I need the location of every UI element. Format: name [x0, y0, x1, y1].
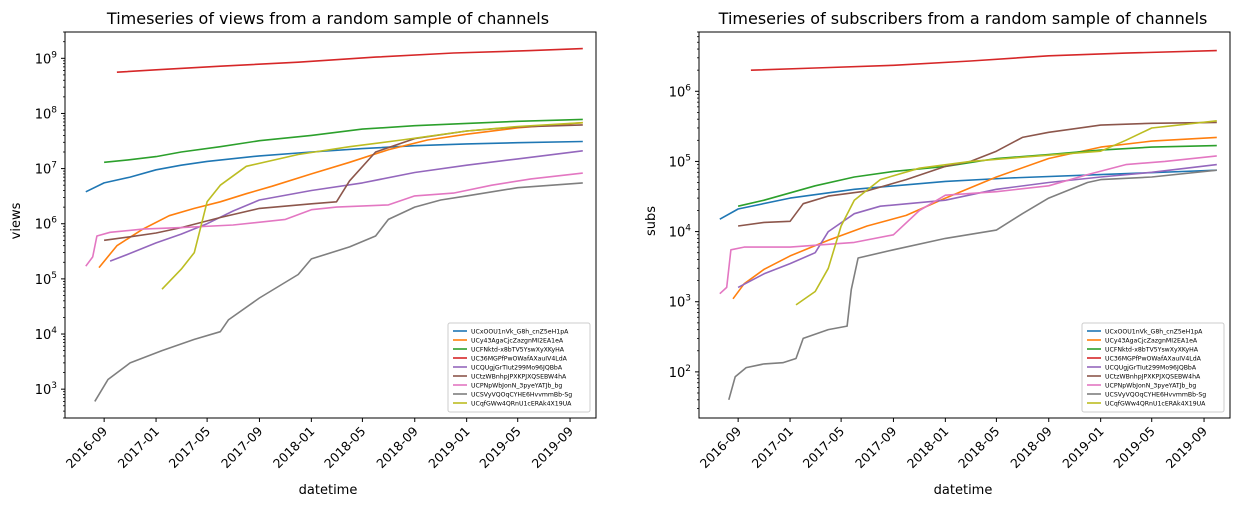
y-tick-base: 10	[35, 107, 52, 122]
y-tick-base: 10	[35, 163, 52, 178]
series-line	[94, 182, 583, 402]
y-tick-exponent: 7	[51, 161, 57, 171]
legend-label: UCqfGWw4QRnU1cERAk4X19UA	[1105, 400, 1206, 407]
y-tick-label: 103	[35, 381, 57, 398]
legend-label: UCPNpWbJonN_3pyeYATJb_bg	[471, 382, 562, 389]
legend: UCxOOU1nVk_G8h_cnZ5eH1pA UCy43AgaCjcZazgn…	[1081, 322, 1225, 413]
legend: UCxOOU1nVk_G8h_cnZ5eH1pA UCy43AgaCjcZazgn…	[447, 322, 591, 413]
series-line	[795, 120, 1217, 306]
legend-label: UCPNpWbJonN_3pyeYATJb_bg	[1105, 382, 1196, 389]
y-tick-exponent: 5	[685, 153, 691, 163]
y-tick-label: 106	[35, 216, 58, 233]
legend-label: UCtzWBnhpJPXKPJXQSEBW4hA	[1105, 373, 1201, 380]
series-line	[737, 163, 1217, 289]
y-tick-base: 10	[669, 85, 686, 100]
legend-label: UCSVyVQOqCYHE6HvvmmBb-Sg	[471, 391, 572, 398]
series-line	[728, 169, 1217, 401]
legend-label: UCxOOU1nVk_G8h_cnZ5eH1pA	[1105, 328, 1203, 335]
y-tick-base: 10	[35, 383, 52, 398]
y-tick-label: 104	[669, 224, 692, 241]
legend-label: UCFNktd-x8bTV5YswXyXKyHA	[1105, 346, 1199, 353]
legend-label: UCQUgjGrTIut299Mo96JQBbA	[1105, 364, 1197, 371]
y-axis-label: views	[9, 202, 24, 239]
legend-label: UCxOOU1nVk_G8h_cnZ5eH1pA	[471, 328, 569, 335]
legend-label: UCFNktd-x8bTV5YswXyXKyHA	[471, 346, 565, 353]
y-tick-label: 105	[669, 153, 691, 170]
series-line	[161, 121, 583, 290]
series-line	[98, 121, 583, 269]
y-tick-label: 104	[35, 326, 58, 343]
y-tick-label: 105	[35, 271, 57, 288]
x-axis-label: datetime	[299, 483, 358, 498]
y-tick-label: 108	[35, 105, 58, 122]
y-tick-exponent: 4	[51, 326, 57, 336]
y-tick-exponent: 6	[685, 83, 691, 93]
series-line	[737, 121, 1217, 227]
y-tick-exponent: 5	[51, 271, 57, 281]
axes-frame	[64, 31, 597, 419]
y-tick-base: 10	[35, 218, 52, 233]
chart-title: Timeseries of views from a random sample…	[106, 9, 549, 28]
y-tick-label: 109	[35, 50, 58, 67]
y-tick-exponent: 4	[685, 224, 691, 234]
y-tick-exponent: 8	[51, 105, 57, 115]
y-tick-base: 10	[35, 52, 52, 67]
legend-label: UCy43AgaCjcZazgnMI2EA1eA	[471, 337, 564, 344]
legend-label: UCSVyVQOqCYHE6HvvmmBb-Sg	[1105, 391, 1206, 398]
y-tick-exponent: 6	[51, 216, 57, 226]
series-line	[104, 118, 583, 164]
plot-area	[719, 49, 1217, 401]
series-line	[109, 150, 583, 262]
x-axis-label: datetime	[934, 483, 993, 498]
legend-box	[1081, 322, 1225, 413]
legend-label: UCy43AgaCjcZazgnMI2EA1eA	[1105, 337, 1198, 344]
legend-label: UC36MGPfPwOWafAXauIV4LdA	[1105, 355, 1202, 362]
y-tick-label: 103	[669, 294, 691, 311]
legend-label: UCQUgjGrTIut299Mo96JQBbA	[471, 364, 563, 371]
legend-label: UC36MGPfPwOWafAXauIV4LdA	[471, 355, 568, 362]
y-tick-base: 10	[669, 366, 686, 381]
legend-label: UCqfGWw4QRnU1cERAk4X19UA	[471, 400, 572, 407]
y-tick-base: 10	[669, 226, 686, 241]
series-line	[719, 155, 1217, 295]
y-tick-exponent: 3	[51, 381, 57, 391]
plot-area	[85, 47, 583, 402]
axes-frame	[698, 31, 1231, 419]
series-line	[85, 140, 583, 193]
legend-label: UCtzWBnhpJPXKPJXQSEBW4hA	[471, 373, 567, 380]
series-line	[732, 136, 1217, 300]
legend-box	[447, 322, 591, 413]
y-tick-label: 107	[35, 161, 57, 178]
y-tick-base: 10	[35, 273, 52, 288]
y-tick-base: 10	[669, 155, 686, 170]
series-line	[750, 49, 1217, 71]
y-tick-exponent: 2	[685, 364, 691, 374]
y-tick-label: 106	[669, 83, 692, 100]
series-line	[85, 172, 583, 267]
y-axis-label: subs	[644, 206, 659, 236]
chart-title: Timeseries of subscribers from a random …	[718, 9, 1208, 28]
y-tick-base: 10	[35, 328, 52, 343]
y-tick-exponent: 3	[685, 294, 691, 304]
y-tick-exponent: 9	[51, 50, 57, 60]
series-line	[116, 47, 583, 73]
y-tick-label: 102	[669, 364, 691, 381]
y-tick-base: 10	[669, 296, 686, 311]
